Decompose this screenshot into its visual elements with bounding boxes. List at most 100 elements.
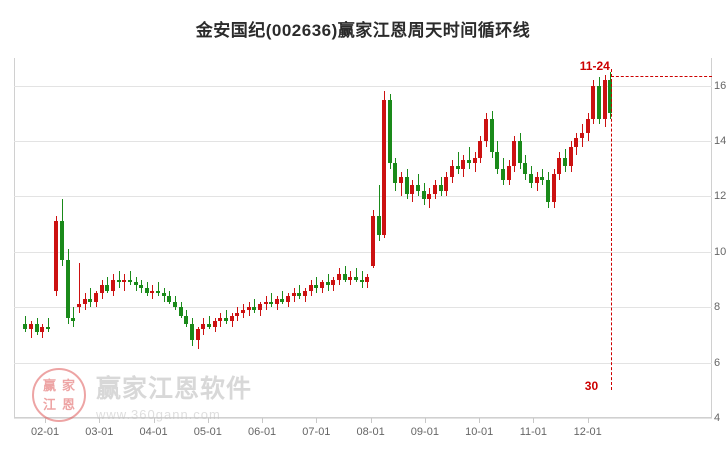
x-tick-mark	[316, 418, 318, 423]
watermark-text: 赢家江恩软件 www.360gann.com	[96, 369, 252, 422]
candle-wick	[418, 174, 419, 197]
x-tick-label: 09-01	[410, 426, 439, 438]
x-tick-label: 04-01	[139, 426, 168, 438]
x-tick-mark	[370, 418, 372, 423]
candle-wick	[458, 152, 459, 175]
candle-body	[580, 132, 584, 139]
candle-body	[370, 215, 375, 266]
candle-body	[342, 274, 347, 280]
candle-body	[596, 85, 601, 119]
candle-wick	[299, 285, 300, 299]
candle-body	[133, 282, 138, 286]
candle-body	[286, 296, 291, 302]
candle-body	[540, 177, 545, 180]
gridline	[14, 196, 712, 198]
candle-body	[240, 310, 245, 313]
candle-body	[110, 279, 115, 291]
candle-body	[82, 298, 87, 305]
candle-body	[608, 80, 613, 114]
candle-body	[156, 290, 161, 294]
candle-body	[297, 293, 302, 297]
seal-char: 家	[61, 378, 75, 393]
candle-body	[99, 285, 104, 294]
x-tick-mark	[45, 418, 47, 423]
y-tick-label: 16	[714, 79, 726, 92]
x-tick-label: 12-01	[573, 426, 602, 438]
x-tick-label: 03-01	[85, 426, 114, 438]
candle-wick	[345, 265, 346, 283]
candle-body	[359, 279, 364, 283]
candle-body	[105, 285, 110, 291]
candle-body	[320, 282, 325, 288]
x-tick-mark	[153, 418, 155, 423]
candle-body	[93, 293, 98, 302]
gann-horizontal-level-line	[610, 76, 712, 77]
y-tick-label: 10	[714, 245, 726, 258]
candle-body	[280, 298, 285, 302]
gridline	[14, 141, 712, 143]
candle-body	[416, 185, 421, 191]
candle-body	[71, 318, 76, 322]
candle-body	[529, 174, 534, 183]
candle-body	[201, 323, 206, 330]
x-tick-label: 10-01	[465, 426, 494, 438]
candle-wick	[48, 318, 49, 333]
candle-body	[336, 274, 341, 280]
candle-body	[478, 141, 483, 158]
gridline	[14, 307, 712, 309]
candle-body	[223, 318, 228, 322]
watermark-brand: 赢家江恩软件	[96, 374, 253, 403]
candle-wick	[226, 310, 227, 324]
candle-body	[461, 160, 466, 169]
candle-body	[116, 279, 121, 283]
candle-body	[34, 323, 39, 333]
x-axis-labels: 02-01 03-01 04-01 05-01 06-01 07-01 08-01 09-01…	[14, 418, 712, 450]
candle-body	[184, 315, 189, 324]
candle-wick	[379, 185, 380, 241]
x-tick-mark	[587, 418, 589, 423]
candle-body	[161, 293, 166, 297]
gridline	[14, 251, 712, 253]
candle-body	[314, 285, 319, 288]
x-tick-label: 02-01	[31, 426, 60, 438]
candle-body	[178, 307, 183, 316]
candle-body	[438, 185, 443, 191]
candle-wick	[254, 298, 255, 313]
candle-body	[252, 307, 257, 310]
candle-body	[387, 99, 392, 164]
candle-wick	[469, 146, 470, 169]
x-tick-mark	[479, 418, 481, 423]
candle-body	[303, 290, 308, 297]
candle-wick	[282, 290, 283, 305]
candle-body	[122, 279, 127, 283]
watermark-site: www.360gann.com	[96, 406, 221, 422]
x-tick-label: 06-01	[248, 426, 277, 438]
candle-body	[28, 323, 33, 330]
gridline	[14, 418, 712, 419]
seal-char: 赢	[42, 378, 56, 393]
candle-body	[472, 157, 477, 164]
y-tick-label: 12	[714, 190, 726, 203]
x-axis-line	[14, 417, 712, 418]
candle-body	[466, 160, 471, 164]
x-tick-label: 11-01	[519, 426, 548, 438]
candle-body	[45, 326, 50, 330]
candle-body	[127, 279, 132, 283]
candle-body	[195, 329, 200, 341]
candle-body	[523, 163, 528, 175]
seal-char: 江	[42, 397, 56, 412]
candle-body	[60, 221, 65, 261]
y-tick-label: 14	[714, 135, 726, 148]
candle-wick	[119, 271, 120, 288]
candle-body	[257, 304, 262, 310]
candle-body	[308, 285, 313, 291]
candle-wick	[79, 262, 80, 313]
candle-wick	[362, 271, 363, 288]
candle-body	[444, 177, 449, 191]
candle-body	[88, 298, 93, 302]
candle-wick	[356, 268, 357, 283]
candle-body	[512, 141, 517, 166]
candle-body	[190, 323, 195, 341]
candle-body	[229, 315, 234, 322]
candle-body	[269, 301, 274, 305]
